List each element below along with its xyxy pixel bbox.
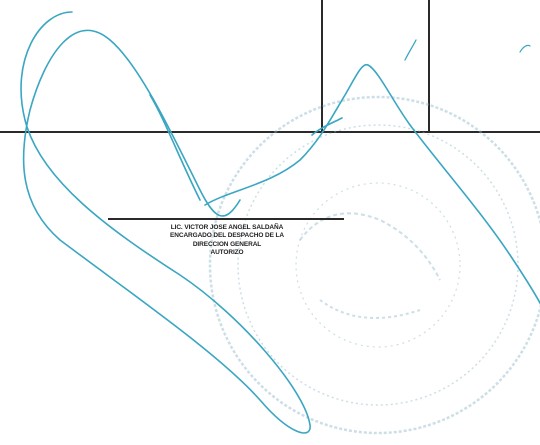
table-column-divider-1	[321, 0, 323, 132]
signer-department: DIRECCION GENERAL	[192, 240, 262, 248]
signer-authorization: AUTORIZO	[210, 249, 244, 257]
official-stamp	[208, 95, 540, 435]
signer-name: LIC. VICTOR JOSE ANGEL SALDAÑA	[170, 224, 284, 231]
handwritten-signature	[20, 11, 540, 434]
table-horizontal-rule	[0, 131, 540, 133]
signer-block: LIC. VICTOR JOSE ANGEL SALDAÑA ENCARGADO…	[118, 224, 336, 258]
signer-title: ENCARGADO DEL DESPACHO DE LA	[170, 232, 284, 240]
signature-line	[108, 218, 344, 220]
table-column-divider-2	[428, 0, 430, 132]
